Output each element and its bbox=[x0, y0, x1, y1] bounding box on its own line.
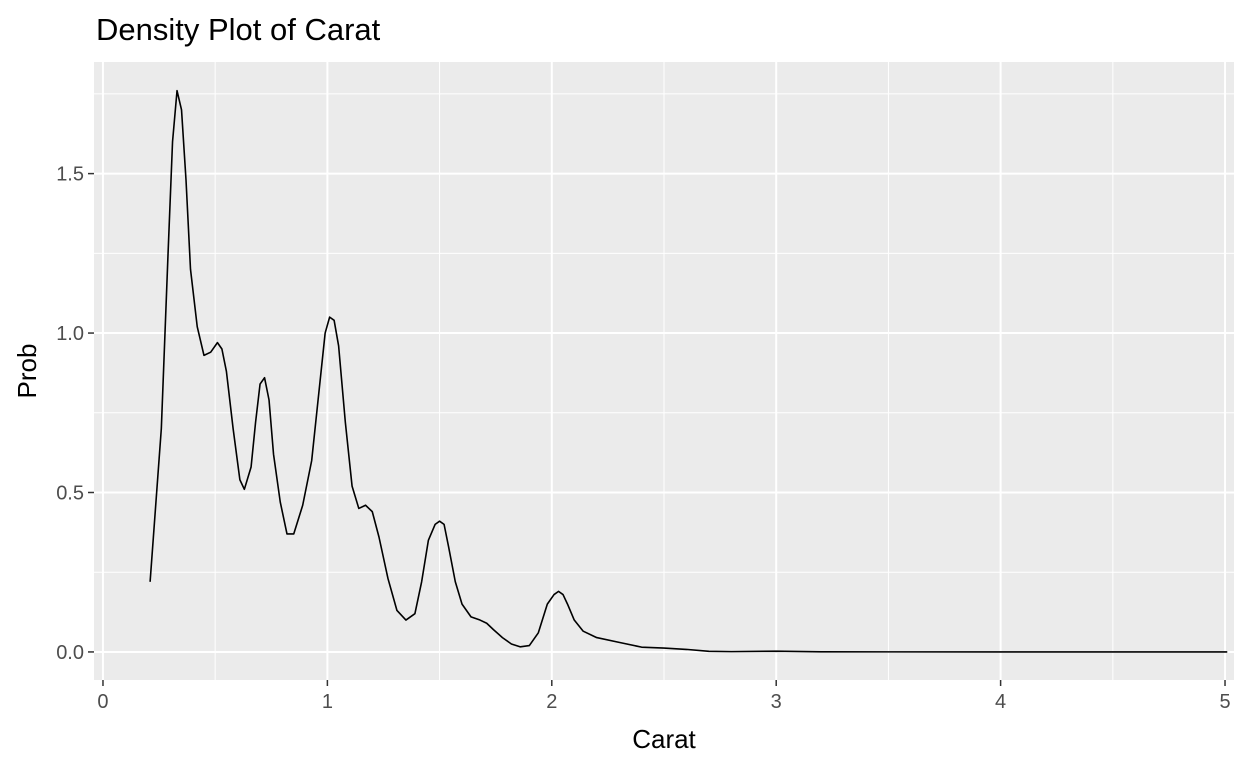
x-tick-label: 1 bbox=[322, 691, 333, 713]
x-axis-title: Carat bbox=[632, 724, 696, 754]
x-tick-label: 3 bbox=[771, 691, 782, 713]
y-tick-label: 0.0 bbox=[56, 642, 84, 664]
x-tick-label: 2 bbox=[546, 691, 557, 713]
x-tick-label: 0 bbox=[97, 691, 108, 713]
y-tick-label: 1.0 bbox=[56, 323, 84, 345]
axes: 0 1 2 3 4 5 0.0 0.5 1.0 1.5 bbox=[56, 164, 1230, 713]
density-curve bbox=[149, 89, 1228, 653]
y-tick-label: 0.5 bbox=[56, 482, 84, 504]
y-tick-label: 1.5 bbox=[56, 164, 84, 186]
y-axis-title: Prob bbox=[12, 344, 42, 399]
grid-lines bbox=[94, 62, 1234, 680]
x-tick-label: 4 bbox=[995, 691, 1006, 713]
chart-title: Density Plot of Carat bbox=[96, 12, 381, 47]
x-tick-label: 5 bbox=[1219, 691, 1230, 713]
